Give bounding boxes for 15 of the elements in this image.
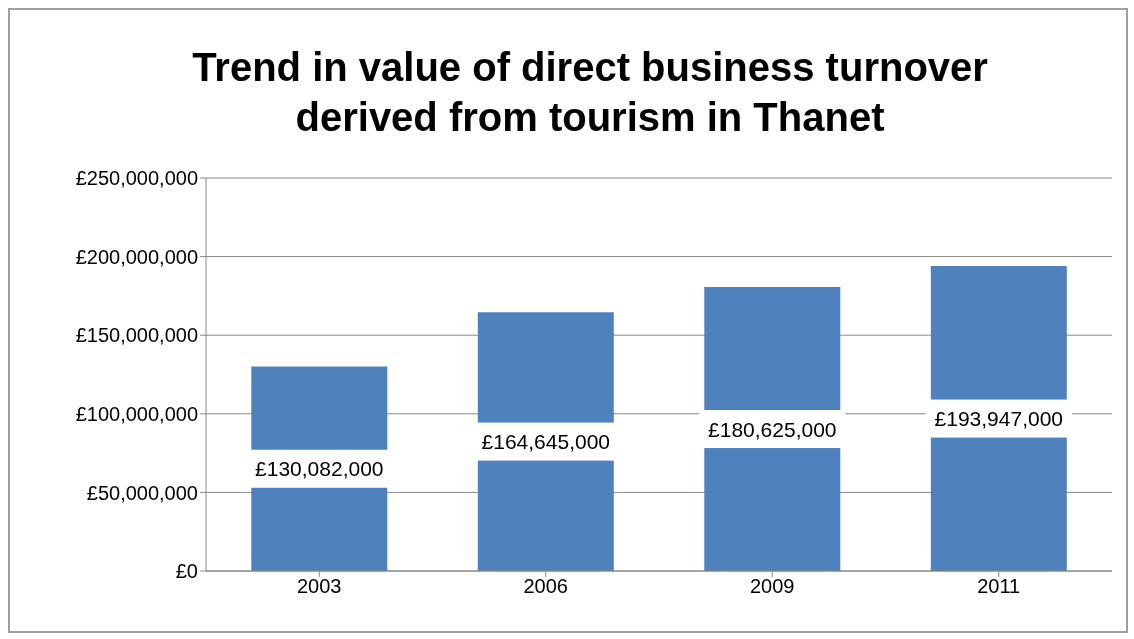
y-tick-label: £150,000,000 <box>75 324 198 347</box>
y-tick-label: £100,000,000 <box>75 402 198 425</box>
data-label: £193,947,000 <box>934 407 1064 431</box>
x-tick-label: 2006 <box>523 575 568 598</box>
x-tick-label: 2003 <box>297 575 342 598</box>
data-label: £130,082,000 <box>255 457 384 481</box>
chart-title: Trend in value of direct business turnover derived from tourism in Thanet <box>191 44 989 141</box>
y-tick-label: £50,000,000 <box>86 481 198 504</box>
y-tick-label: £0 <box>175 560 198 583</box>
data-label: £164,645,000 <box>481 430 611 454</box>
y-tick-label: £250,000,000 <box>75 167 198 190</box>
x-tick-label: 2009 <box>750 575 795 598</box>
x-tick-label: 2011 <box>977 575 1021 598</box>
y-tick-label: £200,000,000 <box>75 245 198 268</box>
data-label: £180,625,000 <box>708 417 837 441</box>
